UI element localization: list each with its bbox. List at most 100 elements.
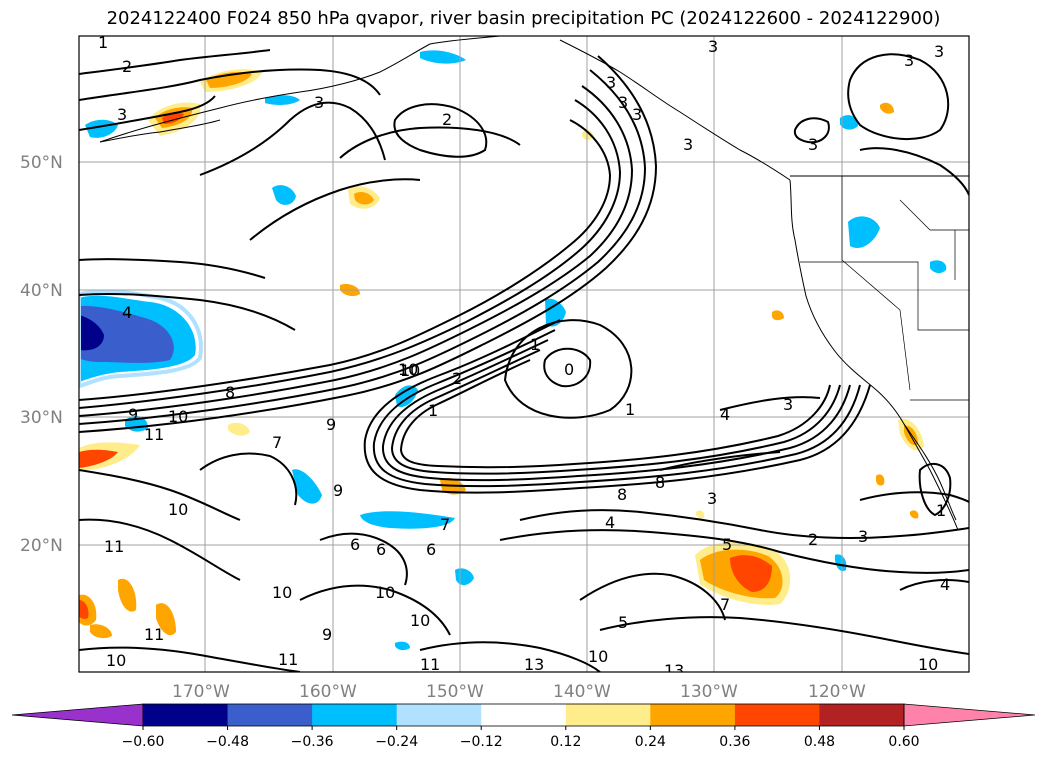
- colorbar-frame: [142, 703, 905, 727]
- contour-label: 8: [225, 383, 235, 402]
- shade-pos-9: [90, 624, 112, 639]
- contour-n-3: [199, 101, 386, 176]
- colorbar-tick-label: 0.12: [550, 734, 581, 750]
- contour-label: 10: [400, 361, 420, 380]
- shade-patch-13: [395, 641, 410, 651]
- contour-n-2: [79, 68, 381, 101]
- shade-patch-4: [420, 50, 466, 64]
- colorbar-extend-high: [903, 703, 1036, 727]
- shade-patch-8: [360, 511, 455, 529]
- contour-label: 8: [617, 485, 627, 504]
- contour-label: 4: [122, 303, 132, 322]
- lat-tick-label: 30°N: [20, 408, 63, 428]
- colorbar-segment: [650, 704, 736, 726]
- us-west-coast: [789, 179, 959, 531]
- contour-label: 3: [618, 93, 628, 112]
- contour-label: 10: [375, 583, 395, 602]
- contour-s-11: [319, 532, 408, 586]
- contour-label: 10: [398, 360, 418, 379]
- contour-s-12: [918, 462, 952, 517]
- baja-coast: [903, 423, 957, 521]
- colorbar-segment: [396, 704, 482, 726]
- shade-pos-14: [582, 130, 594, 140]
- contour-label: 2: [122, 57, 132, 76]
- lat-tick-label: 20°N: [20, 536, 63, 556]
- lon-tick-label: 120°W: [808, 682, 866, 702]
- contour-s-7: [599, 616, 969, 655]
- shade-pos-8: [156, 603, 176, 636]
- lon-axis: 170°W 160°W 150°W 140°W 130°W 120°W: [172, 682, 866, 702]
- shade-patch-7: [292, 469, 322, 504]
- contour-label: 0: [564, 360, 574, 379]
- contour-n-5: [393, 103, 488, 158]
- contour-s-10: [419, 641, 601, 672]
- contour-label: 6: [376, 540, 386, 559]
- contour-label: 5: [618, 613, 628, 632]
- state-border-2: [800, 261, 969, 331]
- shade-pos-5-core: [79, 449, 118, 468]
- contour-jet-3: [79, 85, 634, 417]
- shade-patch-10: [848, 216, 880, 248]
- contour-label: 5: [722, 535, 732, 554]
- contour-n-4: [79, 95, 216, 131]
- contour-label: 11: [278, 650, 298, 669]
- contour-s-15: [659, 451, 781, 471]
- colorbar-segment: [227, 704, 313, 726]
- shade-pos-15: [772, 310, 784, 321]
- contour-hook-2: [372, 329, 861, 488]
- contour-s-8: [79, 646, 301, 672]
- contour-lines: [79, 49, 969, 672]
- shade-patch-2: [272, 185, 296, 205]
- contour-label: 9: [322, 625, 332, 644]
- contour-label: 11: [144, 625, 164, 644]
- shade-pos-19: [910, 510, 919, 519]
- colorbar: −0.60 −0.48 −0.36 −0.24 −0.12 0.12 0.24 0.36 0.4…: [11, 703, 1036, 750]
- colorbar-tick-label: −0.12: [460, 734, 503, 750]
- contour-label: 3: [632, 105, 642, 124]
- contour-label: 2: [452, 369, 462, 388]
- shade-patch-6: [395, 385, 418, 408]
- contour-label: 11: [104, 537, 124, 556]
- contour-label: 9: [128, 405, 138, 424]
- contour-label: 10: [168, 500, 188, 519]
- colorbar-tick-label: 0.36: [719, 734, 750, 750]
- contour-s-1: [79, 469, 241, 521]
- contour-label: 11: [420, 655, 440, 674]
- colorbar-extend-low: [11, 703, 144, 727]
- contour-s-6: [579, 572, 726, 621]
- contour-low-0: [543, 347, 592, 388]
- lon-tick-label: 160°W: [299, 682, 357, 702]
- contour-label: 1: [98, 33, 108, 52]
- contour-n-9: [79, 292, 296, 331]
- contour-s-5: [499, 529, 969, 574]
- colorbar-segment: [481, 704, 567, 726]
- map-frame: [78, 35, 970, 673]
- colorbar-segment: [734, 704, 820, 726]
- shade-pos-16: [880, 102, 894, 114]
- map-plot-area: 1 2 3 3 3 3 3 2 3 3 3 3 4 3 8 7 9 10 10 …: [79, 33, 969, 674]
- contour-label: 3: [904, 51, 914, 70]
- colorbar-tick-label: −0.48: [206, 734, 249, 750]
- colorbar-tick-label: −0.24: [375, 734, 418, 750]
- colorbar-tick-label: 0.24: [635, 734, 666, 750]
- contour-s-3: [199, 452, 298, 506]
- contour-label: 10: [918, 655, 938, 674]
- aleutian-islands: [99, 119, 221, 143]
- shade-pos-3-core: [354, 192, 374, 205]
- contour-label: 8: [655, 473, 665, 492]
- contour-hook-1: [363, 319, 871, 494]
- shade-patch-12: [930, 260, 947, 274]
- shade-pos-11: [228, 422, 250, 436]
- contour-low-1: [503, 319, 633, 419]
- contour-label: 1: [530, 335, 540, 354]
- shade-pos-18: [696, 510, 705, 519]
- contour-label: 3: [707, 489, 717, 508]
- contour-label: 3: [808, 135, 818, 154]
- colorbar-segment: [143, 704, 229, 726]
- shade-patch-5: [545, 298, 566, 327]
- contour-label: 7: [720, 595, 730, 614]
- contour-label: 3: [934, 42, 944, 61]
- contour-label: 4: [720, 405, 730, 424]
- shade-pos-4-red: [730, 555, 772, 592]
